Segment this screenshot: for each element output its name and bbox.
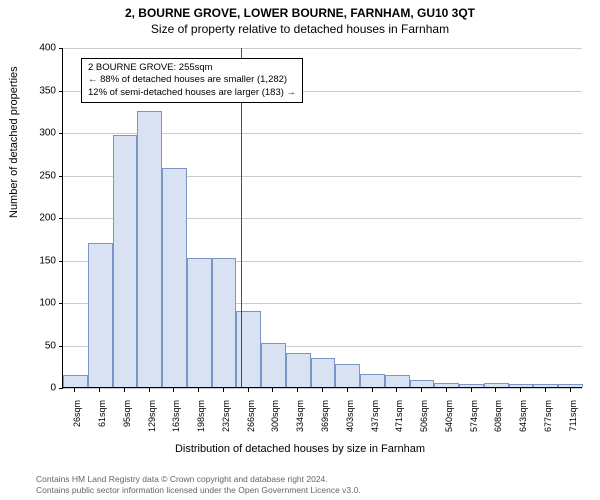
x-tick: 334sqm xyxy=(295,400,305,444)
x-tick-labels: 26sqm61sqm95sqm129sqm163sqm198sqm232sqm2… xyxy=(62,388,582,438)
y-tick: 200 xyxy=(26,213,56,224)
y-tick-labels: 050100150200250300350400 xyxy=(26,48,60,388)
x-tick: 506sqm xyxy=(419,400,429,444)
x-tick: 711sqm xyxy=(568,400,578,444)
x-tick: 266sqm xyxy=(246,400,256,444)
bar xyxy=(385,375,410,387)
y-tick: 0 xyxy=(26,383,56,394)
bar xyxy=(459,384,484,387)
bar xyxy=(187,258,212,387)
x-tick: 61sqm xyxy=(97,400,107,444)
x-tick: 232sqm xyxy=(221,400,231,444)
chart-title-sub: Size of property relative to detached ho… xyxy=(0,20,600,36)
x-tick: 608sqm xyxy=(493,400,503,444)
x-tick: 26sqm xyxy=(72,400,82,444)
x-axis-label: Distribution of detached houses by size … xyxy=(0,443,600,455)
bar xyxy=(335,364,360,387)
x-tick: 198sqm xyxy=(196,400,206,444)
x-tick: 369sqm xyxy=(320,400,330,444)
x-tick: 574sqm xyxy=(469,400,479,444)
bar xyxy=(533,384,558,387)
y-axis-label: Number of detached properties xyxy=(8,66,20,218)
info-line-2: ← 88% of detached houses are smaller (1,… xyxy=(88,74,296,86)
chart-plot-area: 2 BOURNE GROVE: 255sqm ← 88% of detached… xyxy=(62,48,582,388)
x-tick: 437sqm xyxy=(370,400,380,444)
x-tick: 163sqm xyxy=(171,400,181,444)
y-tick: 100 xyxy=(26,298,56,309)
bar xyxy=(236,311,261,388)
bar xyxy=(162,168,187,387)
footer-attribution: Contains HM Land Registry data © Crown c… xyxy=(36,474,361,496)
x-tick: 403sqm xyxy=(345,400,355,444)
x-tick: 643sqm xyxy=(518,400,528,444)
y-tick: 350 xyxy=(26,85,56,96)
y-tick: 250 xyxy=(26,170,56,181)
x-tick: 300sqm xyxy=(270,400,280,444)
bar xyxy=(360,374,385,387)
bar xyxy=(88,243,113,388)
bar xyxy=(509,384,534,387)
bar xyxy=(113,135,138,387)
bar xyxy=(484,383,509,387)
y-tick: 300 xyxy=(26,128,56,139)
x-tick: 540sqm xyxy=(444,400,454,444)
x-tick: 129sqm xyxy=(147,400,157,444)
bar xyxy=(137,111,162,387)
y-tick: 400 xyxy=(26,43,56,54)
x-tick: 677sqm xyxy=(543,400,553,444)
bar xyxy=(558,384,583,387)
y-tick: 50 xyxy=(26,340,56,351)
chart-title-main: 2, BOURNE GROVE, LOWER BOURNE, FARNHAM, … xyxy=(0,0,600,20)
info-box: 2 BOURNE GROVE: 255sqm ← 88% of detached… xyxy=(81,58,303,103)
footer-line-1: Contains HM Land Registry data © Crown c… xyxy=(36,474,361,485)
bar xyxy=(311,358,336,387)
y-tick: 150 xyxy=(26,255,56,266)
bar xyxy=(63,375,88,387)
x-tick: 95sqm xyxy=(122,400,132,444)
bar xyxy=(212,258,237,387)
info-line-1: 2 BOURNE GROVE: 255sqm xyxy=(88,62,296,74)
info-line-3: 12% of semi-detached houses are larger (… xyxy=(88,87,296,99)
x-tick: 471sqm xyxy=(394,400,404,444)
footer-line-2: Contains public sector information licen… xyxy=(36,485,361,496)
bar xyxy=(261,343,286,387)
bar xyxy=(434,383,459,387)
bar xyxy=(286,353,311,387)
bar xyxy=(410,380,435,387)
